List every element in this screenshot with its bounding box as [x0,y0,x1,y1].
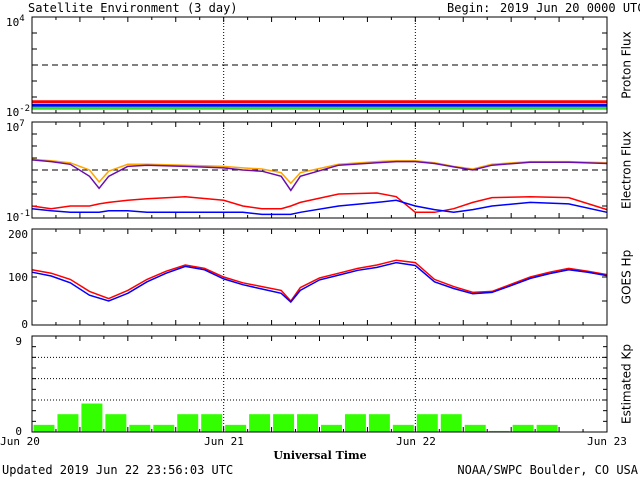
data-series-line [31,259,608,303]
kp-bar [536,424,558,432]
begin-label: Begin: [447,1,490,15]
y-tick-label-top: 200 [8,228,28,241]
panel-frame [31,228,608,326]
x-tick-label-2: Jun 22 [396,435,436,448]
y-axis-label: GOES Hp [620,250,634,304]
y-axis-label: Estimated Kp [620,344,634,424]
y-tick-label-top: 9 [15,335,22,348]
kp-bar [57,414,79,432]
y-tick-label-mid: 100 [8,271,28,284]
kp-bar [129,424,151,432]
kp-bar [33,424,55,432]
y-axis-label: Electron Flux [620,131,634,209]
data-series-line [31,159,608,192]
y-tick-label-bottom: 10-1 [6,209,30,224]
y-axis-label: Proton Flux [620,31,634,98]
panel-frame [31,16,608,114]
kp-bar [153,424,175,432]
kp-bar [225,424,247,432]
y-tick-label-top: 104 [6,14,25,29]
x-tick-label-1: Jun 21 [204,435,244,448]
y-tick-label-top: 107 [6,119,25,134]
chart-title: Satellite Environment (3 day) [28,1,238,15]
kp-bar [321,424,342,432]
y-tick-label-bottom: 10-2 [6,104,30,119]
kp-bar [344,414,366,432]
kp-bar [440,414,462,432]
credit-text: NOAA/SWPC Boulder, CO USA [457,463,638,477]
data-series-line [31,192,608,214]
kp-bar [177,414,199,432]
panel-frame [31,335,608,433]
kp-bar [201,414,223,432]
kp-bar [81,403,103,432]
kp-bar [105,414,127,432]
kp-bar [488,430,510,432]
kp-bar [392,424,414,432]
updated-timestamp: Updated 2019 Jun 22 23:56:03 UTC [2,463,233,477]
data-series-line [31,199,608,216]
kp-bar [416,414,438,432]
kp-bar [512,424,534,432]
x-axis-label: Universal Time [273,449,366,462]
kp-bar [273,414,295,432]
y-tick-label-bottom: 0 [21,318,28,331]
begin-value: 2019 Jun 20 0000 UTC [500,1,640,15]
kp-bar [249,414,271,432]
x-tick-label-3: Jun 23 [587,435,627,448]
kp-bar [464,424,486,432]
y-tick-label-bottom: 0 [15,425,22,438]
kp-bar [297,414,318,432]
x-tick-label-0: Jun 20 [0,435,40,448]
data-series-line [31,261,608,304]
kp-bar [368,414,390,432]
data-series-line [31,158,608,185]
panel-frame [31,121,608,219]
panels: 104 10-2 Proton Flux 107 10-1 Electron Flux 20… [6,14,634,438]
